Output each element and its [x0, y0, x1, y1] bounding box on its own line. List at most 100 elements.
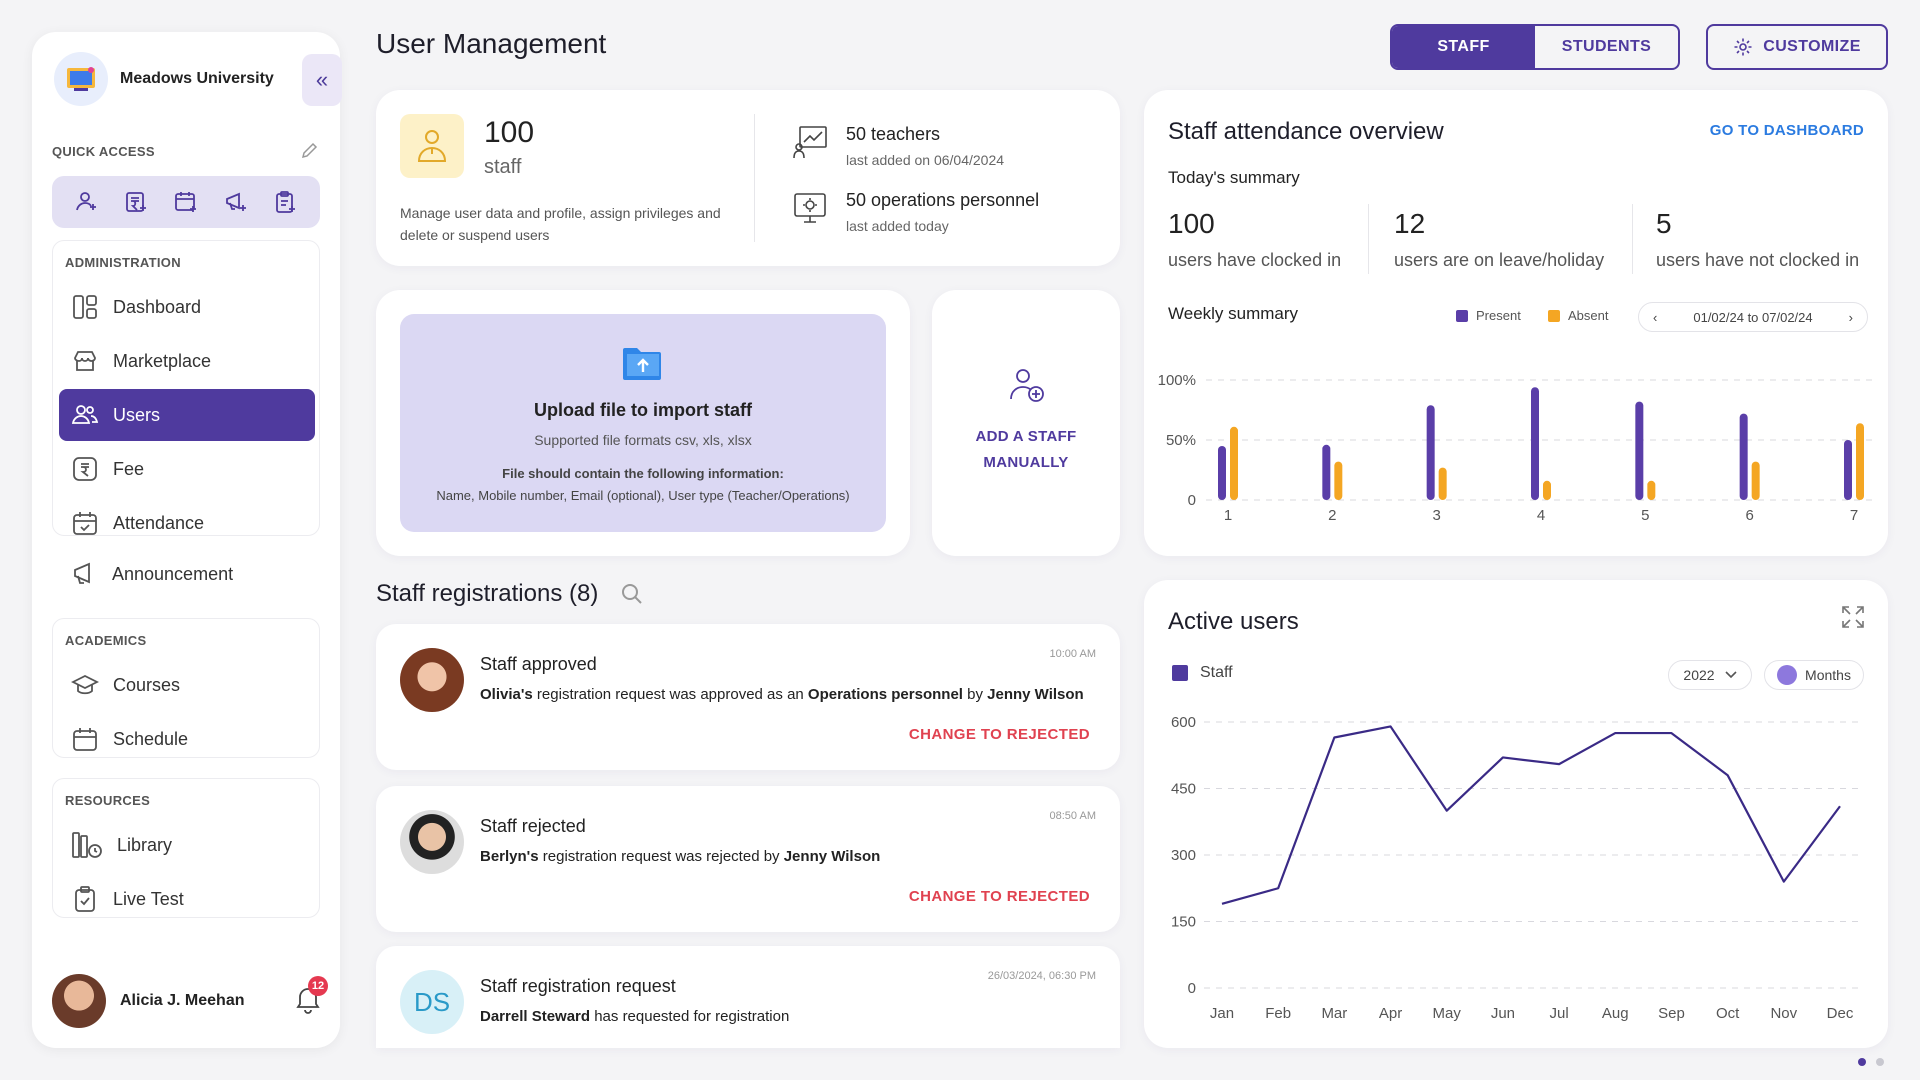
- library-icon: [72, 832, 102, 858]
- announcement-icon[interactable]: [223, 189, 249, 215]
- x-tick-label: 5: [1641, 507, 1649, 524]
- initials-avatar: DS: [400, 970, 464, 1034]
- today-summary-title: Today's summary: [1168, 168, 1300, 187]
- quick-access-title: QUICK ACCESS: [52, 144, 155, 159]
- sidebar-item-live-test[interactable]: Live Test: [59, 873, 315, 925]
- x-tick-label: Feb: [1265, 1005, 1291, 1022]
- notification-badge: 12: [308, 976, 328, 996]
- date-range: 01/02/24 to 07/02/24: [1693, 309, 1813, 325]
- active-users-card: Active users Staff 2022 Months 0 150 300 45…: [1144, 580, 1888, 1048]
- staff-name: Berlyn's: [480, 848, 539, 865]
- teachers-count: 50 teachers: [846, 124, 941, 144]
- sidebar-item-dashboard[interactable]: Dashboard: [59, 281, 315, 333]
- bar-absent: [1751, 461, 1760, 500]
- x-tick-label: 3: [1432, 507, 1440, 524]
- staff-name: Olivia's: [480, 686, 533, 703]
- brand-name: Meadows University: [120, 70, 274, 87]
- sidebar-item-fee[interactable]: Fee: [59, 443, 315, 495]
- add-staff-card[interactable]: ADD A STAFF MANUALLY: [932, 290, 1120, 556]
- dashboard-icon: [73, 295, 97, 319]
- pencil-icon[interactable]: [300, 140, 320, 165]
- text-part: has requested for registration: [590, 1008, 790, 1025]
- registration-card: Staff rejected 08:50 AM Berlyn's registr…: [376, 786, 1120, 932]
- period-value: Months: [1805, 667, 1851, 683]
- tab-staff[interactable]: STAFF: [1392, 26, 1535, 68]
- legend-label: Absent: [1568, 308, 1609, 323]
- add-user-icon: [1008, 366, 1046, 409]
- x-tick-label: Jan: [1210, 1005, 1234, 1022]
- teacher-board-icon: [792, 124, 828, 165]
- bar-present: [1844, 440, 1852, 500]
- upload-card: Upload file to import staff Supported fi…: [376, 290, 910, 556]
- sidebar: Meadows University « QUICK ACCESS ADMINI…: [32, 32, 342, 1048]
- courses-icon: [71, 674, 99, 695]
- x-tick-label: 7: [1850, 507, 1858, 524]
- clocked-in-label: users have clocked in: [1168, 250, 1342, 270]
- customize-label: CUSTOMIZE: [1763, 38, 1861, 55]
- year-value: 2022: [1683, 667, 1715, 683]
- add-staff-label: ADD A STAFF MANUALLY: [932, 424, 1120, 476]
- sidebar-item-users[interactable]: Users: [59, 389, 315, 441]
- staff-name: Darrell Steward: [480, 1008, 591, 1025]
- collapse-sidebar-button[interactable]: «: [302, 54, 342, 106]
- sidebar-item-courses[interactable]: Courses: [59, 659, 315, 711]
- clipboard-icon[interactable]: [272, 189, 298, 215]
- x-tick-label: 1: [1224, 507, 1232, 524]
- customize-button[interactable]: CUSTOMIZE: [1706, 24, 1888, 70]
- marketplace-icon: [74, 351, 96, 371]
- sidebar-item-label: Schedule: [113, 728, 189, 749]
- bar-present: [1739, 413, 1748, 500]
- change-to-rejected-button[interactable]: CHANGE TO REJECTED: [908, 888, 1090, 905]
- university-logo: [54, 52, 108, 106]
- go-to-dashboard-link[interactable]: GO TO DASHBOARD: [1709, 122, 1864, 139]
- page-dot-active[interactable]: [1858, 1058, 1866, 1066]
- registrations-title: Staff registrations (8): [376, 580, 599, 607]
- staff-label: staff: [484, 156, 522, 178]
- sidebar-item-library[interactable]: Library: [59, 819, 315, 871]
- y-tick-label: 150: [1171, 914, 1196, 931]
- change-to-rejected-button[interactable]: CHANGE TO REJECTED: [908, 726, 1090, 743]
- sidebar-item-label: Attendance: [113, 512, 205, 533]
- divider: [1368, 204, 1369, 274]
- staff-description: Manage user data and profile, assign pri…: [400, 205, 721, 243]
- chevron-right-icon[interactable]: ›: [1848, 309, 1853, 325]
- sidebar-item-label: Marketplace: [113, 350, 212, 371]
- add-user-icon[interactable]: [74, 189, 100, 215]
- add-staff-line1: ADD A STAFF: [975, 428, 1077, 445]
- fee-icon: [73, 457, 97, 481]
- date-range-picker[interactable]: ‹ 01/02/24 to 07/02/24 ›: [1638, 302, 1868, 332]
- sidebar-item-attendance[interactable]: Attendance: [59, 497, 315, 549]
- expand-icon[interactable]: [1840, 604, 1866, 635]
- page-title: User Management: [376, 28, 607, 59]
- bar-absent: [1230, 426, 1238, 500]
- sidebar-item-label: Live Test: [113, 888, 184, 909]
- sidebar-item-schedule[interactable]: Schedule: [59, 713, 315, 765]
- sidebar-item-announcement[interactable]: Announcement: [58, 548, 314, 600]
- x-tick-label: Nov: [1770, 1005, 1797, 1022]
- calendar-icon[interactable]: [173, 189, 199, 215]
- clocked-in-count: 100: [1168, 208, 1215, 239]
- leave-count: 12: [1394, 208, 1426, 239]
- academics-group: ACADEMICS Courses Schedule: [52, 618, 320, 758]
- weekly-summary-title: Weekly summary: [1168, 304, 1299, 323]
- sidebar-item-marketplace[interactable]: Marketplace: [59, 335, 315, 387]
- operations-count: 50 operations personnel: [846, 190, 1040, 210]
- operations-last-added: last added today: [846, 218, 949, 234]
- registration-time: 26/03/2024, 06:30 PM: [987, 970, 1096, 982]
- search-icon[interactable]: [620, 582, 644, 611]
- text-part: registration request was rejected by: [538, 848, 784, 865]
- upload-dropzone[interactable]: Upload file to import staff Supported fi…: [400, 314, 886, 532]
- weekly-bar-chart: 0 50% 100% 1 2 3 4 5 6 7: [1158, 372, 1872, 524]
- x-tick-label: Sep: [1658, 1005, 1685, 1022]
- tab-students[interactable]: STUDENTS: [1561, 38, 1652, 55]
- upload-title: Upload file to import staff: [534, 400, 752, 420]
- page-dot[interactable]: [1876, 1058, 1884, 1066]
- series-line-staff: [1221, 725, 1841, 905]
- x-tick-label: May: [1433, 1005, 1462, 1022]
- year-select[interactable]: 2022: [1668, 660, 1752, 690]
- legend-present: Present: [1456, 308, 1521, 323]
- period-toggle[interactable]: Months: [1764, 660, 1864, 690]
- avatar[interactable]: [52, 974, 106, 1028]
- chevron-left-icon[interactable]: ‹: [1653, 309, 1658, 325]
- fee-icon[interactable]: [123, 189, 149, 215]
